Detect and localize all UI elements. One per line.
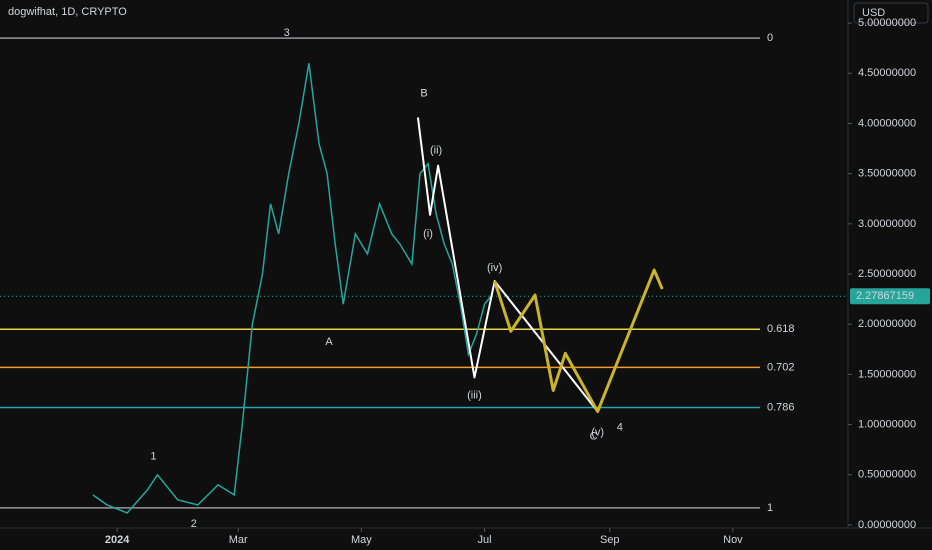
wave-label: 3 — [284, 27, 290, 39]
wave-label: (i) — [423, 228, 433, 240]
fib-level-label: 0.786 — [767, 401, 795, 413]
x-tick-label: May — [351, 534, 372, 546]
wave-label: 4 — [617, 422, 623, 434]
wave-projection — [493, 268, 664, 414]
last-price-box — [850, 288, 930, 305]
wave-projection — [416, 117, 599, 413]
wave-label: 1 — [150, 451, 156, 463]
x-tick-label: Mar — [229, 534, 248, 546]
x-tick-label: Nov — [723, 534, 743, 546]
last-price-label: 2.27867159 — [856, 290, 914, 302]
wave-label: 2 — [191, 518, 197, 530]
fib-level-label: 0 — [767, 32, 773, 44]
y-tick-label: 0.00000000 — [858, 519, 916, 531]
y-tick-label: 5.00000000 — [858, 17, 916, 29]
currency[interactable]: USD — [862, 7, 885, 19]
y-tick-label: 1.50000000 — [858, 368, 916, 380]
price-line — [92, 63, 494, 514]
wave-label: (iii) — [467, 389, 482, 401]
wave-label: A — [325, 336, 333, 348]
y-tick-label: 4.50000000 — [858, 67, 916, 79]
wave-label: (v) — [591, 427, 604, 439]
chart-title: dogwifhat, 1D, CRYPTO — [8, 6, 127, 18]
y-tick-label: 1.00000000 — [858, 419, 916, 431]
y-tick-label: 2.00000000 — [858, 318, 916, 330]
y-tick-label: 3.50000000 — [858, 168, 916, 180]
y-tick-label: 4.00000000 — [858, 117, 916, 129]
wave-label: (ii) — [430, 144, 442, 156]
x-tick-label: 2024 — [105, 534, 130, 546]
wave-label: (iv) — [487, 262, 502, 274]
y-tick-label: 2.50000000 — [858, 268, 916, 280]
fib-level-label: 0.618 — [767, 323, 795, 335]
fib-level-label: 0.702 — [767, 361, 795, 373]
y-tick-label: 0.50000000 — [858, 469, 916, 481]
x-tick-label: Sep — [600, 534, 620, 546]
currency-button[interactable] — [853, 2, 929, 24]
x-tick-label: Jul — [478, 534, 492, 546]
wave-label: C — [590, 431, 598, 443]
fib-level-label: 1 — [767, 502, 773, 514]
wave-label: B — [420, 87, 427, 99]
y-tick-label: 3.00000000 — [858, 218, 916, 230]
